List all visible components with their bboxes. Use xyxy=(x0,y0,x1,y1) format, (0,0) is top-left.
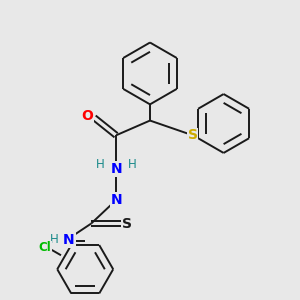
Text: Cl: Cl xyxy=(38,242,51,254)
Text: N: N xyxy=(110,193,122,207)
Text: O: O xyxy=(82,109,94,123)
Text: H: H xyxy=(50,233,59,246)
Text: H: H xyxy=(128,158,137,171)
Text: N: N xyxy=(63,233,75,247)
Text: S: S xyxy=(122,217,132,231)
Text: N: N xyxy=(110,162,122,176)
Text: S: S xyxy=(188,128,198,142)
Text: H: H xyxy=(96,158,104,171)
